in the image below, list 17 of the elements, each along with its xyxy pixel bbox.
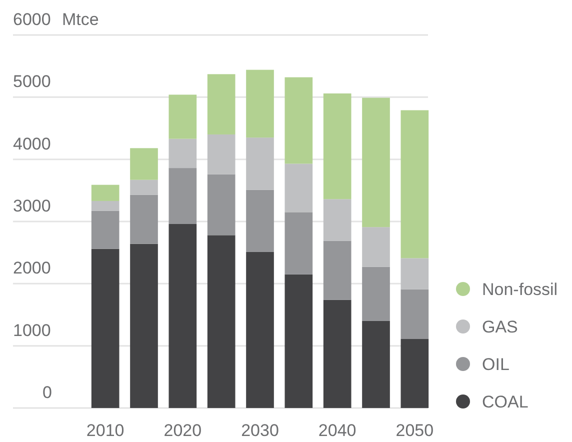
y-tick-label: 4000 [13,134,51,154]
x-tick-label: 2030 [241,421,279,440]
x-tick-label: 2040 [318,421,356,440]
x-tick-label: 2010 [86,421,124,440]
legend-label: OIL [482,355,510,374]
x-tick-label: 2050 [396,421,434,440]
legend-label: COAL [482,392,528,412]
y-tick-label: 2000 [13,258,51,278]
y-tick-label: 6000 [13,10,51,29]
y-tick-label: 1000 [13,320,51,340]
legend-label: Non-fossil [482,280,558,299]
y-axis-title: Mtce [62,10,99,29]
y-tick-label: 5000 [13,72,51,92]
y-tick-label: 3000 [13,196,51,216]
y-tick-label: 0 [42,383,52,402]
x-tick-label: 2020 [164,421,202,440]
legend-label: GAS [482,318,518,336]
